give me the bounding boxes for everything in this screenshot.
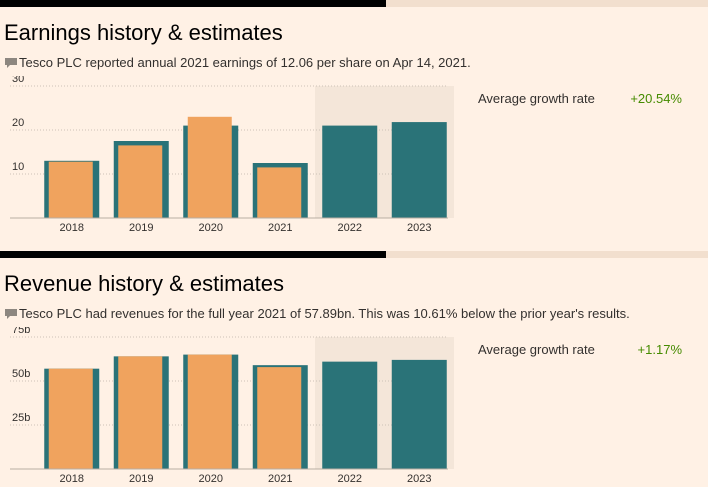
bar-actual-2021 (257, 167, 302, 218)
bar-2023 (391, 122, 447, 218)
earnings-title: Earnings history & estimates (4, 20, 283, 45)
x-tick-label: 2018 (60, 473, 84, 485)
growth-label: Average growth rate (478, 342, 595, 357)
revenue-section: Revenue history & estimates Tesco PLC ha… (0, 251, 708, 487)
x-tick-label: 2023 (407, 222, 431, 234)
growth-label: Average growth rate (478, 91, 595, 106)
bar-actual-2020 (187, 354, 232, 469)
revenue-title: Revenue history & estimates (4, 271, 285, 296)
revenue-subtitle-row: Tesco PLC had revenues for the full year… (4, 306, 630, 321)
x-tick-label: 2018 (60, 222, 84, 234)
earnings-growth-rate: Average growth rate +20.54% (478, 91, 682, 106)
x-tick-label: 2019 (129, 222, 153, 234)
x-tick-label: 2019 (129, 473, 153, 485)
earnings-subtitle: Tesco PLC reported annual 2021 earnings … (19, 55, 471, 70)
section-top-rule (0, 0, 708, 7)
section-top-rule (0, 251, 708, 258)
earnings-subtitle-row: Tesco PLC reported annual 2021 earnings … (4, 55, 471, 70)
x-tick-label: 2023 (407, 473, 431, 485)
bar-2023 (391, 359, 447, 469)
y-tick-label: 25b (12, 412, 30, 424)
growth-value: +20.54% (630, 91, 682, 106)
bar-2022 (322, 125, 378, 218)
bar-actual-2021 (257, 367, 302, 469)
y-tick-label: 10 (12, 161, 24, 173)
y-tick-label: 75b (12, 327, 30, 336)
revenue-subtitle: Tesco PLC had revenues for the full year… (19, 306, 630, 321)
comment-icon (5, 308, 17, 319)
bar-2022 (322, 361, 378, 469)
x-tick-label: 2022 (338, 222, 362, 234)
comment-icon (5, 57, 17, 68)
x-tick-label: 2020 (199, 473, 223, 485)
growth-value: +1.17% (637, 342, 682, 357)
earnings-section: Earnings history & estimates Tesco PLC r… (0, 0, 708, 234)
bar-actual-2018 (48, 161, 93, 218)
revenue-chart: 25b 50b 75b 2018 2019 2020 2021 2022 2023 (10, 327, 454, 485)
y-tick-label: 50b (12, 368, 30, 380)
x-tick-label: 2020 (199, 222, 223, 234)
bar-actual-2018 (48, 368, 93, 469)
x-tick-label: 2021 (268, 473, 292, 485)
x-tick-label: 2021 (268, 222, 292, 234)
y-tick-label: 30 (12, 76, 24, 85)
revenue-growth-rate: Average growth rate +1.17% (478, 342, 682, 357)
y-tick-label: 20 (12, 117, 24, 129)
bar-actual-2019 (118, 145, 163, 218)
earnings-chart: 10 20 30 2018 2019 2020 2021 2022 2023 (10, 76, 454, 234)
x-tick-label: 2022 (338, 473, 362, 485)
bar-actual-2020 (187, 116, 232, 218)
bar-actual-2019 (118, 356, 163, 469)
